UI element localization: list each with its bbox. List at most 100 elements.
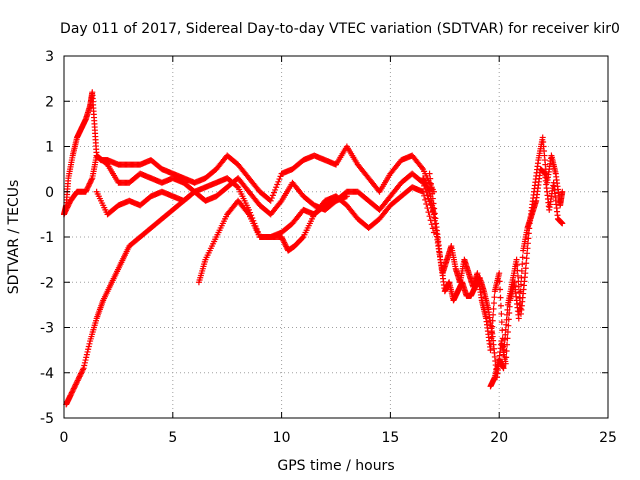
y-tick-label: 0 xyxy=(45,185,54,201)
tick-labels: 0 5 10 15 20 25 -5 -4 -3 -2 -1 0 1 2 3 xyxy=(40,49,617,446)
data-point xyxy=(273,184,280,191)
data-point xyxy=(272,186,279,193)
x-tick-label: 0 xyxy=(60,430,69,446)
data-point xyxy=(65,201,72,208)
data-point xyxy=(504,341,511,348)
data-point xyxy=(77,372,84,379)
data-point xyxy=(86,340,93,347)
data-point xyxy=(277,199,284,206)
data-point xyxy=(517,281,524,288)
data-point xyxy=(420,176,427,183)
data-point xyxy=(421,177,428,184)
data-point xyxy=(491,294,498,301)
data-point xyxy=(280,238,287,245)
data-point xyxy=(81,362,88,369)
data-point xyxy=(498,319,505,326)
data-point xyxy=(85,183,92,190)
data-point xyxy=(61,210,68,217)
data-point xyxy=(64,204,71,211)
data-point xyxy=(503,354,510,361)
data-point xyxy=(74,378,81,385)
data-point xyxy=(87,179,94,186)
data-point xyxy=(504,329,511,336)
data-point xyxy=(190,189,197,196)
axis-ticks xyxy=(63,55,609,419)
data-point xyxy=(431,210,438,217)
data-point xyxy=(85,346,92,353)
data-point xyxy=(191,188,198,195)
data-point xyxy=(85,343,92,350)
data-point xyxy=(277,173,284,180)
data-point xyxy=(516,308,523,315)
data-point xyxy=(423,200,430,207)
data-point xyxy=(431,205,438,212)
y-tick-label: -2 xyxy=(40,275,54,291)
data-point xyxy=(64,203,71,210)
data-point xyxy=(514,272,521,279)
data-point xyxy=(516,301,523,308)
data-point xyxy=(506,310,513,317)
data-point xyxy=(73,380,80,387)
data-point xyxy=(76,374,83,381)
data-point xyxy=(70,386,77,393)
data-point xyxy=(279,235,286,242)
data-point xyxy=(490,300,497,307)
data-point xyxy=(428,185,435,192)
data-point xyxy=(423,183,430,190)
x-tick-label: 15 xyxy=(381,430,399,446)
data-point xyxy=(75,376,82,383)
data-point xyxy=(71,384,78,391)
data-point xyxy=(68,389,75,396)
data-point xyxy=(496,278,503,285)
data-point xyxy=(83,351,90,358)
y-tick-label: -5 xyxy=(40,411,54,427)
data-point xyxy=(517,305,524,312)
y-tick-label: -4 xyxy=(40,366,54,382)
data-point xyxy=(299,234,306,241)
data-point xyxy=(503,348,510,355)
data-point xyxy=(559,188,566,195)
data-point xyxy=(281,239,288,246)
data-point xyxy=(506,303,513,310)
data-point xyxy=(422,196,429,203)
y-tick-label: 1 xyxy=(45,140,54,156)
data-point xyxy=(422,180,429,187)
data-point xyxy=(500,365,507,372)
x-tick-label: 5 xyxy=(168,430,177,446)
data-point xyxy=(76,373,83,380)
data-point xyxy=(513,256,520,263)
data-point xyxy=(420,175,427,182)
data-point xyxy=(268,195,275,202)
data-point xyxy=(496,270,503,277)
data-point xyxy=(429,225,436,232)
data-point xyxy=(429,190,436,197)
data-point xyxy=(490,305,497,312)
data-point xyxy=(68,391,75,398)
data-point xyxy=(559,220,566,227)
y-tick-label: -1 xyxy=(40,230,54,246)
data-point xyxy=(418,164,425,171)
data-point xyxy=(79,367,86,374)
data-point xyxy=(279,236,286,243)
data-point xyxy=(343,193,350,200)
data-point xyxy=(426,213,433,220)
data-point xyxy=(424,184,431,191)
data-point xyxy=(421,192,428,199)
data-point xyxy=(82,188,89,195)
data-point xyxy=(497,294,504,301)
data-point xyxy=(84,184,91,191)
data-point xyxy=(515,315,522,322)
data-point xyxy=(84,186,91,193)
data-point xyxy=(274,181,281,188)
data-point xyxy=(505,322,512,329)
data-point xyxy=(425,209,432,216)
chart-title: Day 011 of 2017, Sidereal Day-to-day VTE… xyxy=(60,21,620,37)
data-point xyxy=(77,370,84,377)
data-point xyxy=(426,170,433,177)
data-point xyxy=(276,176,283,183)
data-point xyxy=(519,254,526,261)
data-point xyxy=(515,278,522,285)
data-point xyxy=(517,288,524,295)
data-point xyxy=(72,382,79,389)
data-point xyxy=(74,377,81,384)
